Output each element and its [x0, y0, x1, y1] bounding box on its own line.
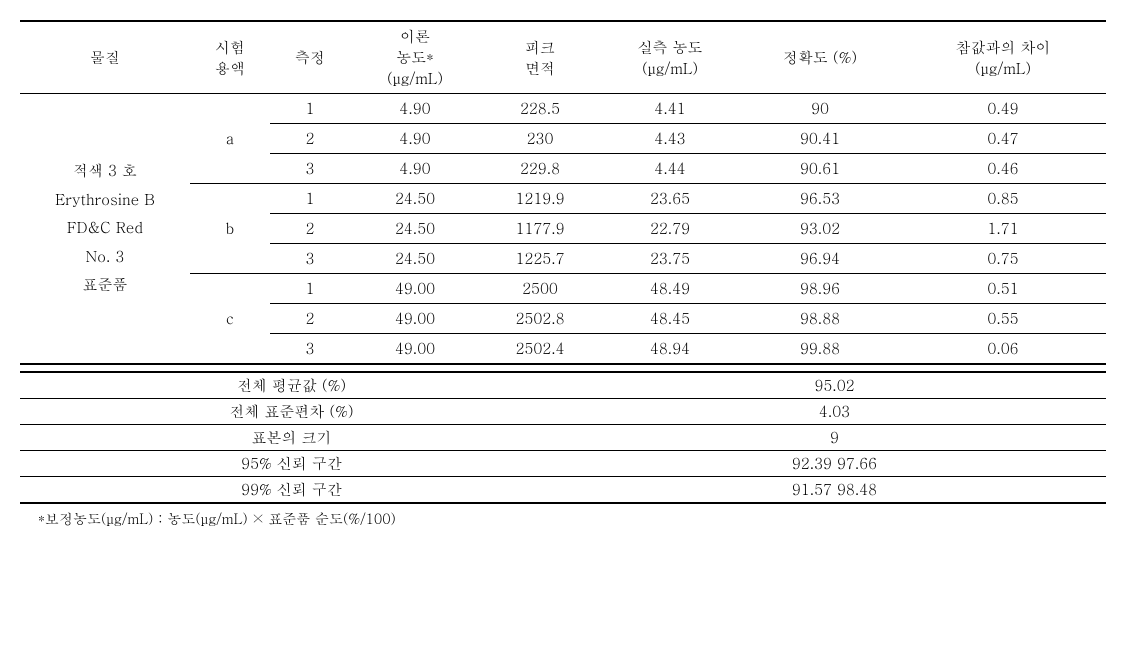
cell: 0.06 [900, 334, 1106, 365]
cell: 1219.9 [480, 184, 600, 214]
header-actual-conc: 실측 농도 (μg/mL) [600, 21, 740, 94]
cell: 4.90 [350, 94, 480, 124]
summary-mean-label: 전체 평균값 (%) [20, 372, 563, 399]
cell: 3 [270, 244, 350, 274]
cell: 1 [270, 184, 350, 214]
cell: 96.94 [740, 244, 900, 274]
cell: 98.96 [740, 274, 900, 304]
cell: 228.5 [480, 94, 600, 124]
summary-ci95-label: 95% 신뢰 구간 [20, 451, 563, 477]
cell: 90.61 [740, 154, 900, 184]
summary-mean-val: 95.02 [563, 372, 1106, 399]
table-container: 물질 시험 용액 측정 이론 농도* (μg/mL) 피크 면적 실측 농도 (… [20, 20, 1106, 528]
cell: 2 [270, 304, 350, 334]
summary-ci99-val: 91.57 98.48 [563, 477, 1106, 504]
cell: 1177.9 [480, 214, 600, 244]
substance-cell: 적색 3 호 Erythrosine B FD&C Red No. 3 표준품 [20, 94, 190, 365]
cell: 0.47 [900, 124, 1106, 154]
solution-c: c [190, 274, 270, 365]
cell: 4.90 [350, 154, 480, 184]
cell: 3 [270, 334, 350, 365]
header-diff: 참값과의 차이 (μg/mL) [900, 21, 1106, 94]
substance-line3: FD&C Red [26, 214, 184, 243]
cell: 4.90 [350, 124, 480, 154]
cell: 4.44 [600, 154, 740, 184]
cell: 99.88 [740, 334, 900, 365]
summary-ci99-label: 99% 신뢰 구간 [20, 477, 563, 504]
summary-ci95-val: 92.39 97.66 [563, 451, 1106, 477]
header-accuracy: 정확도 (%) [740, 21, 900, 94]
cell: 49.00 [350, 334, 480, 365]
cell: 24.50 [350, 184, 480, 214]
summary-std-val: 4.03 [563, 399, 1106, 425]
cell: 48.49 [600, 274, 740, 304]
cell: 93.02 [740, 214, 900, 244]
cell: 2 [270, 124, 350, 154]
cell: 24.50 [350, 214, 480, 244]
cell: 48.94 [600, 334, 740, 365]
cell: 90 [740, 94, 900, 124]
cell: 229.8 [480, 154, 600, 184]
cell: 0.51 [900, 274, 1106, 304]
cell: 3 [270, 154, 350, 184]
substance-line2: Erythrosine B [26, 186, 184, 215]
cell: 49.00 [350, 274, 480, 304]
cell: 1 [270, 94, 350, 124]
cell: 1 [270, 274, 350, 304]
cell: 90.41 [740, 124, 900, 154]
header-solution: 시험 용액 [190, 21, 270, 94]
solution-a: a [190, 94, 270, 184]
cell: 2500 [480, 274, 600, 304]
summary-table: 전체 평균값 (%) 95.02 전체 표준편차 (%) 4.03 표본의 크기… [20, 371, 1106, 504]
substance-line5: 표준품 [26, 271, 184, 300]
cell: 230 [480, 124, 600, 154]
substance-line4: No. 3 [26, 243, 184, 272]
cell: 96.53 [740, 184, 900, 214]
cell: 0.75 [900, 244, 1106, 274]
cell: 0.85 [900, 184, 1106, 214]
cell: 22.79 [600, 214, 740, 244]
cell: 2 [270, 214, 350, 244]
data-table: 물질 시험 용액 측정 이론 농도* (μg/mL) 피크 면적 실측 농도 (… [20, 20, 1106, 365]
footnote: *보정농도(μg/mL) : 농도(μg/mL) × 표준품 순도(%/100) [20, 504, 1106, 528]
header-measure: 측정 [270, 21, 350, 94]
solution-b: b [190, 184, 270, 274]
header-theo-conc: 이론 농도* (μg/mL) [350, 21, 480, 94]
cell: 24.50 [350, 244, 480, 274]
cell: 98.88 [740, 304, 900, 334]
cell: 2502.8 [480, 304, 600, 334]
cell: 48.45 [600, 304, 740, 334]
summary-n-label: 표본의 크기 [20, 425, 563, 451]
cell: 0.55 [900, 304, 1106, 334]
cell: 23.75 [600, 244, 740, 274]
summary-n-val: 9 [563, 425, 1106, 451]
cell: 1.71 [900, 214, 1106, 244]
summary-std-label: 전체 표준편차 (%) [20, 399, 563, 425]
header-substance: 물질 [20, 21, 190, 94]
cell: 0.46 [900, 154, 1106, 184]
header-peak-area: 피크 면적 [480, 21, 600, 94]
cell: 0.49 [900, 94, 1106, 124]
cell: 4.41 [600, 94, 740, 124]
cell: 4.43 [600, 124, 740, 154]
cell: 49.00 [350, 304, 480, 334]
substance-line1: 적색 3 호 [26, 157, 184, 186]
cell: 2502.4 [480, 334, 600, 365]
cell: 23.65 [600, 184, 740, 214]
cell: 1225.7 [480, 244, 600, 274]
